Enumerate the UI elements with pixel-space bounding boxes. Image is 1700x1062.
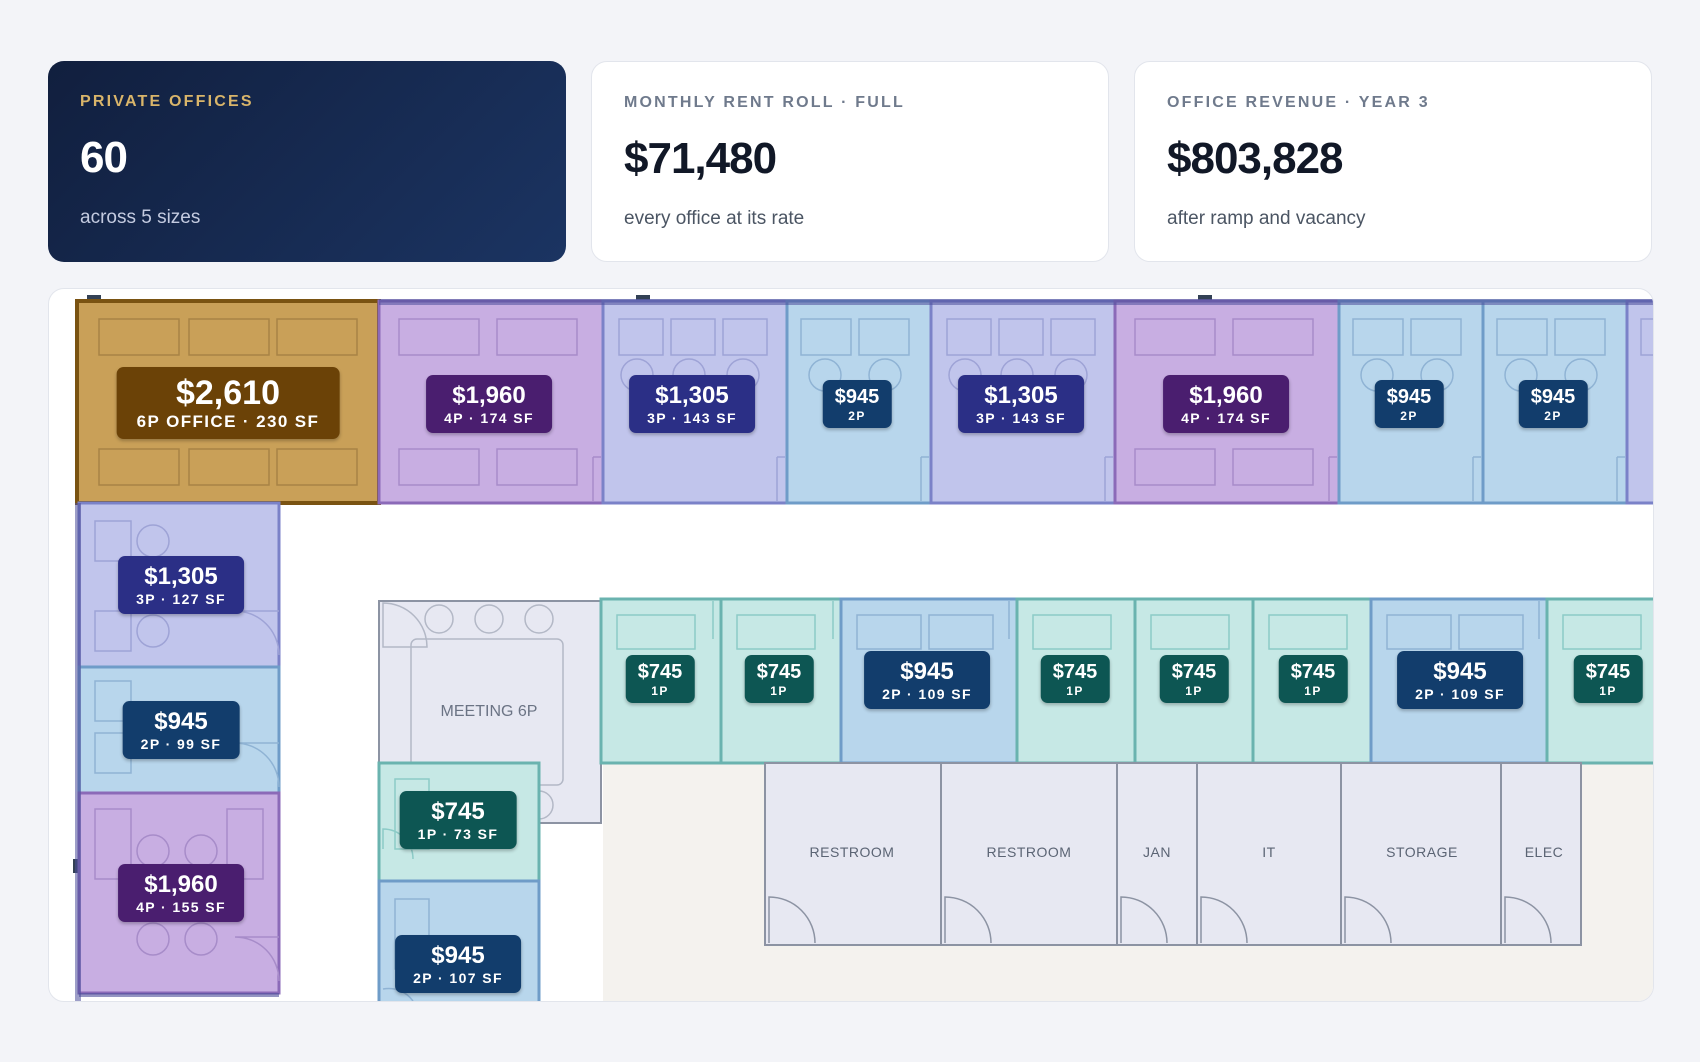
office-tag-4p-1[interactable]: $1,960 4P · 174 SF — [426, 375, 552, 433]
restroom-2 — [940, 762, 1118, 946]
office-tag-3p-8[interactable]: $1,305 3P · 127 SF — [118, 556, 244, 614]
private-offices-sub: across 5 sizes — [80, 207, 201, 228]
office-tag-2p-12[interactable]: $945 2P · 107 SF — [395, 935, 521, 993]
it-room — [1196, 762, 1342, 946]
rent-roll-sub: every office at its rate — [624, 208, 805, 229]
private-offices-label: PRIVATE OFFICES — [80, 93, 254, 110]
office-tag-4p-10[interactable]: $1,960 4P · 155 SF — [118, 864, 244, 922]
rent-roll-label: MONTHLY RENT ROLL · FULL — [624, 94, 905, 111]
office-tag-4p-5[interactable]: $1,960 4P · 174 SF — [1163, 375, 1289, 433]
electrical-label: ELEC — [1524, 844, 1564, 860]
corridor-vertical — [279, 503, 379, 1001]
office-tag-2p-6[interactable]: $945 2P — [1374, 380, 1444, 428]
office-tag-1p-16[interactable]: $745 1P — [1040, 655, 1110, 703]
storage-label: STORAGE — [1386, 844, 1458, 860]
revenue-label: OFFICE REVENUE · YEAR 3 — [1167, 94, 1430, 111]
floor-plan-drawing — [73, 295, 1653, 1001]
janitor-label: JAN — [1143, 844, 1171, 860]
office-tag-2p-7[interactable]: $945 2P — [1518, 380, 1588, 428]
office-1p-row-4 — [1015, 597, 1137, 765]
office-tag-1p-17[interactable]: $745 1P — [1159, 655, 1229, 703]
office-tag-1p-14[interactable]: $745 1P — [744, 655, 814, 703]
office-tag-1p-20[interactable]: $745 1P — [1573, 655, 1643, 703]
office-tag-1p-13[interactable]: $745 1P — [625, 655, 695, 703]
corridor — [379, 503, 1653, 599]
office-tag-3p-4[interactable]: $1,305 3P · 143 SF — [958, 375, 1084, 433]
office-partial-top — [1625, 299, 1653, 505]
office-tag-2p-9[interactable]: $945 2P · 99 SF — [122, 701, 240, 759]
restroom-2-label: RESTROOM — [986, 844, 1072, 860]
office-tag-6p-0[interactable]: $2,610 6P OFFICE · 230 SF — [116, 367, 340, 439]
office-tag-1p-18[interactable]: $745 1P — [1278, 655, 1348, 703]
private-offices-value: 60 — [80, 133, 128, 182]
office-tag-2p-3[interactable]: $945 2P — [822, 380, 892, 428]
meeting-room-label: MEETING 6P — [440, 703, 538, 720]
office-tag-2p-15[interactable]: $945 2P · 109 SF — [864, 651, 990, 709]
restroom-1-label: RESTROOM — [809, 844, 895, 860]
office-tag-2p-19[interactable]: $945 2P · 109 SF — [1397, 651, 1523, 709]
private-offices-card: PRIVATE OFFICES 60 across 5 sizes — [48, 61, 566, 262]
rent-roll-card: MONTHLY RENT ROLL · FULL $71,480 every o… — [591, 61, 1109, 262]
restroom-1 — [764, 762, 942, 946]
office-2p-left — [77, 665, 281, 795]
revenue-card: OFFICE REVENUE · YEAR 3 $803,828 after r… — [1134, 61, 1652, 262]
office-tag-1p-11[interactable]: $745 1P · 73 SF — [399, 791, 517, 849]
revenue-sub: after ramp and vacancy — [1167, 208, 1366, 229]
floor-plan: MEETING 6P RESTROOM RESTROOM JAN IT STOR… — [48, 288, 1654, 1002]
it-room-label: IT — [1262, 844, 1276, 860]
revenue-value: $803,828 — [1167, 134, 1344, 183]
rent-roll-value: $71,480 — [624, 134, 777, 183]
office-tag-3p-2[interactable]: $1,305 3P · 143 SF — [629, 375, 755, 433]
